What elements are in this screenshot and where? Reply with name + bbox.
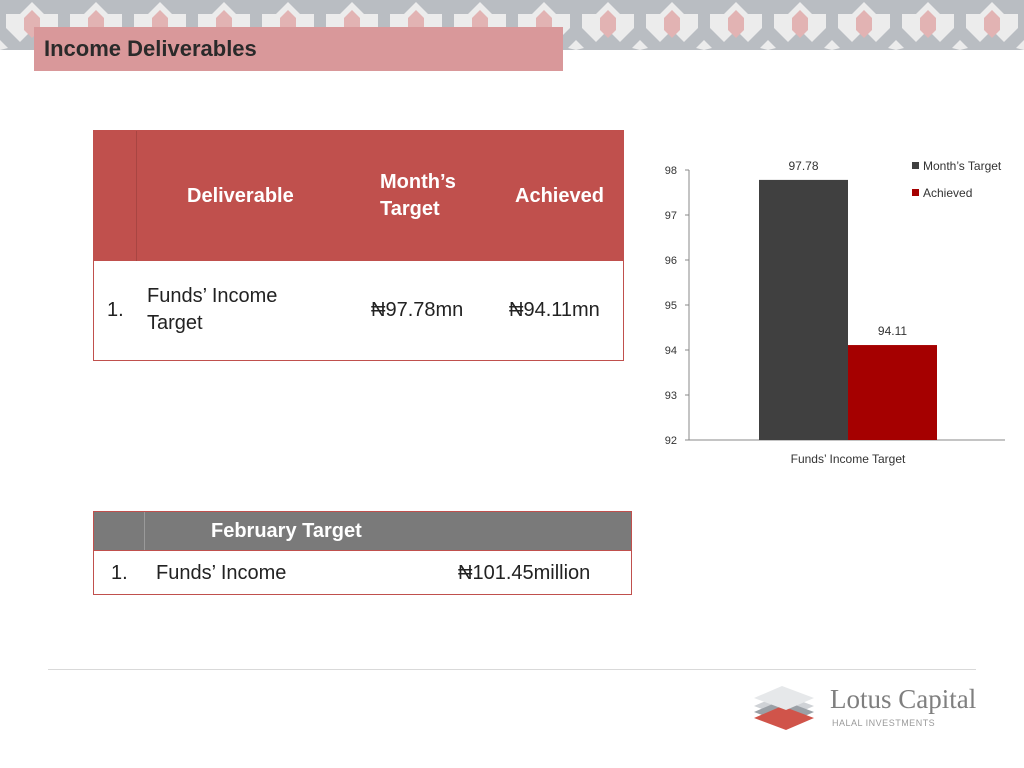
data-label: 97.78 bbox=[788, 159, 818, 173]
logo-tagline: HALAL INVESTMENTS bbox=[832, 718, 936, 728]
deliverables-table: Deliverable Month’s Target Achieved 1. F… bbox=[93, 130, 624, 361]
bar-achieved bbox=[848, 345, 937, 440]
header-month-target: Month’s Target bbox=[380, 171, 456, 220]
header-achieved: Achieved bbox=[515, 185, 604, 207]
page-title: Income Deliverables bbox=[44, 36, 257, 61]
legend-swatch bbox=[912, 162, 919, 169]
title-bar: Income Deliverables bbox=[34, 27, 563, 71]
row-month-target: ₦97.78mn bbox=[371, 299, 464, 321]
february-target-table: February Target 1. Funds’ Income ₦101.45… bbox=[93, 511, 632, 595]
income-bar-chart: 92 93 94 95 96 97 98 97.78 94.11 Funds’ Income Ta… bbox=[650, 150, 1024, 470]
february-header-label: February Target bbox=[211, 520, 362, 542]
header-deliverable: Deliverable bbox=[187, 185, 294, 207]
february-header: February Target bbox=[94, 512, 631, 551]
lotus-capital-logo: Lotus Capital HALAL INVESTMENTS bbox=[752, 676, 992, 736]
legend-label: Achieved bbox=[923, 186, 972, 200]
header-divider bbox=[136, 131, 137, 261]
y-tick-label: 96 bbox=[665, 255, 677, 267]
header-separator bbox=[94, 550, 631, 551]
logo-mark-icon bbox=[754, 686, 814, 730]
legend-swatch bbox=[912, 189, 919, 196]
y-tick-label: 92 bbox=[665, 435, 677, 447]
row-index: 1. bbox=[107, 299, 124, 321]
data-label: 94.11 bbox=[878, 324, 907, 338]
row-value: ₦101.45million bbox=[458, 562, 591, 584]
x-category-label: Funds’ Income Target bbox=[791, 452, 906, 466]
y-tick-label: 98 bbox=[665, 165, 677, 177]
footer-divider bbox=[48, 669, 976, 670]
row-index: 1. bbox=[111, 562, 128, 584]
y-tick-label: 97 bbox=[665, 210, 677, 222]
logo-name: Lotus Capital bbox=[830, 684, 977, 714]
row-achieved: ₦94.11mn bbox=[509, 299, 600, 321]
row-item: Funds’ Income bbox=[156, 562, 287, 584]
bar-month-target bbox=[759, 179, 848, 440]
row-deliverable: Funds’ Income Target bbox=[147, 285, 278, 334]
y-tick-label: 94 bbox=[665, 345, 677, 357]
table-header: Deliverable Month’s Target Achieved bbox=[94, 131, 623, 261]
header-divider bbox=[144, 512, 145, 550]
chart-svg: 92 93 94 95 96 97 98 97.78 94.11 Funds’ Income Ta… bbox=[665, 159, 1005, 466]
y-tick-label: 93 bbox=[665, 390, 677, 402]
y-tick-label: 95 bbox=[665, 300, 677, 312]
legend-label: Month’s Target bbox=[923, 159, 1002, 173]
